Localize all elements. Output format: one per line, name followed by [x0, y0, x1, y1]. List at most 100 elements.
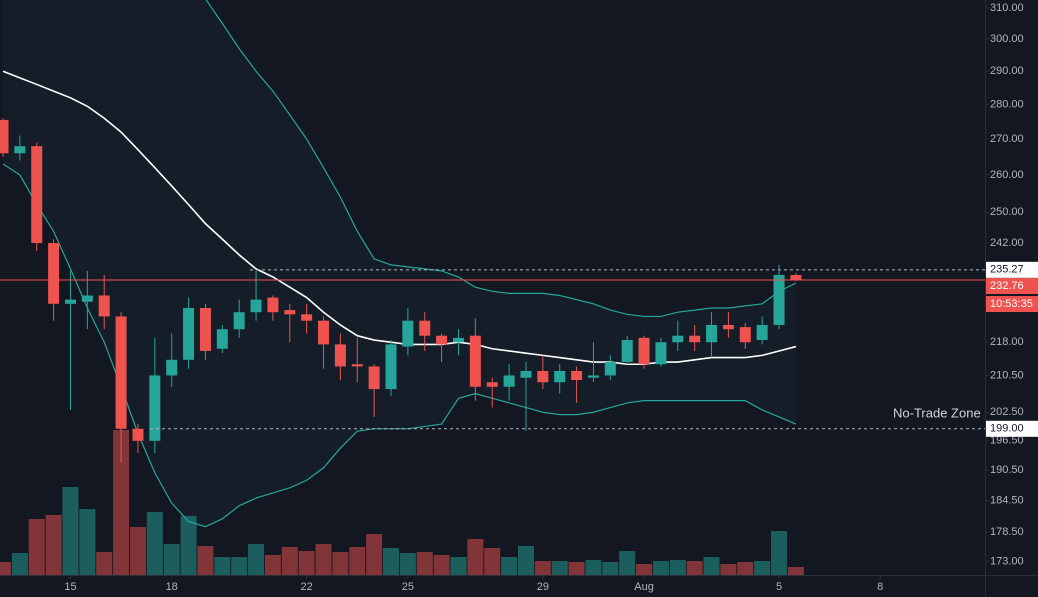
candle-body	[537, 370, 549, 383]
volume-bar	[652, 561, 669, 575]
candle-body	[419, 320, 431, 336]
x-tick-label: 5	[776, 581, 782, 593]
y-tick-label: 218.00	[990, 336, 1024, 348]
volume-bar	[771, 531, 788, 575]
volume-bar	[686, 561, 703, 575]
volume-bar	[636, 564, 653, 575]
volume-bar	[703, 557, 720, 575]
band-line	[2, 163, 797, 528]
candle-body	[267, 297, 279, 313]
candle-body	[520, 370, 532, 378]
candle-body	[452, 337, 464, 343]
x-tick-label: 18	[166, 581, 178, 593]
candle-body	[351, 364, 363, 367]
price-label-box	[986, 278, 1038, 295]
y-tick-label: 290.00	[990, 65, 1024, 77]
candle-body	[739, 327, 751, 343]
volume-bar	[113, 430, 130, 575]
band-line	[205, 0, 797, 318]
volume-bar	[450, 557, 467, 575]
volume-bar	[416, 552, 433, 575]
candle-body	[0, 119, 9, 154]
candle-body	[98, 295, 110, 317]
price-label: 199.00	[990, 423, 1024, 435]
volume-bar	[754, 561, 771, 575]
y-tick-label: 173.00	[990, 556, 1024, 568]
volume-bar	[619, 551, 636, 575]
volume-bar	[146, 512, 163, 575]
y-tick-label: 196.50	[990, 435, 1024, 447]
y-tick-label: 242.00	[990, 237, 1024, 249]
candle-body	[334, 344, 346, 367]
volume-bar	[0, 562, 11, 575]
volume-bar	[551, 561, 568, 575]
candle-body	[773, 274, 785, 325]
candle-body	[216, 329, 228, 349]
volume-bar	[248, 544, 265, 575]
candle-body	[621, 340, 633, 363]
y-tick-label: 250.00	[990, 206, 1024, 218]
y-tick-label: 184.50	[990, 495, 1024, 507]
x-tick-label: 15	[64, 581, 76, 593]
volume-bar	[62, 487, 79, 575]
candle-body	[14, 146, 26, 154]
volume-bar	[11, 553, 28, 575]
candle-body	[250, 299, 262, 313]
y-tick-label: 190.50	[990, 464, 1024, 476]
volume-bar	[298, 551, 315, 575]
candle-body	[318, 320, 330, 345]
volume-bar	[45, 515, 62, 575]
candle-body	[132, 428, 144, 441]
candle-body	[486, 382, 498, 387]
volume-bar	[180, 516, 197, 575]
volume-bar	[231, 557, 248, 575]
y-tick-label: 270.00	[990, 133, 1024, 145]
candle-body	[48, 243, 60, 304]
y-tick-label: 260.00	[990, 169, 1024, 181]
candle-body	[469, 335, 481, 387]
candle-body	[368, 366, 380, 390]
volume-bar	[433, 555, 450, 575]
volume-bar	[467, 539, 484, 575]
candle-body	[402, 320, 414, 347]
volume-bar	[79, 509, 96, 575]
y-tick-label: 310.00	[990, 2, 1024, 14]
volume-bar	[214, 557, 231, 575]
price-label-box	[986, 261, 1038, 278]
candle-body	[604, 362, 616, 376]
candle-body	[571, 370, 583, 380]
volume-bar	[96, 552, 113, 575]
volume-bar	[787, 567, 804, 575]
volume-bar	[366, 534, 383, 575]
candle-body	[436, 335, 448, 345]
candle-body	[722, 324, 734, 330]
candle-body	[587, 375, 599, 378]
candle-body	[706, 324, 718, 343]
volume-bar	[399, 553, 416, 575]
candle-body	[385, 344, 397, 390]
price-label: 235.27	[990, 264, 1024, 276]
candle-body	[672, 335, 684, 343]
countdown-box	[986, 296, 1038, 313]
volume-bar	[602, 562, 619, 575]
candle-body	[284, 310, 296, 315]
volume-bar	[28, 519, 45, 575]
volume-bar	[129, 527, 146, 575]
volume-bar	[484, 548, 501, 575]
candle-body	[554, 370, 566, 383]
y-tick-label: 202.50	[990, 406, 1024, 418]
plot-area	[0, 0, 804, 575]
volume-bar	[281, 547, 298, 575]
volume-bar	[349, 547, 366, 575]
x-tick-label: 8	[877, 581, 883, 593]
band-fill	[3, 0, 796, 527]
x-tick-label: 22	[301, 581, 313, 593]
price-label-box	[986, 420, 1038, 437]
candle-body	[149, 375, 161, 441]
candle-body	[301, 314, 313, 321]
candle-body	[756, 324, 768, 341]
volume-bar	[163, 544, 180, 575]
candle-body	[233, 312, 245, 330]
countdown: 10:53:35	[990, 298, 1033, 310]
